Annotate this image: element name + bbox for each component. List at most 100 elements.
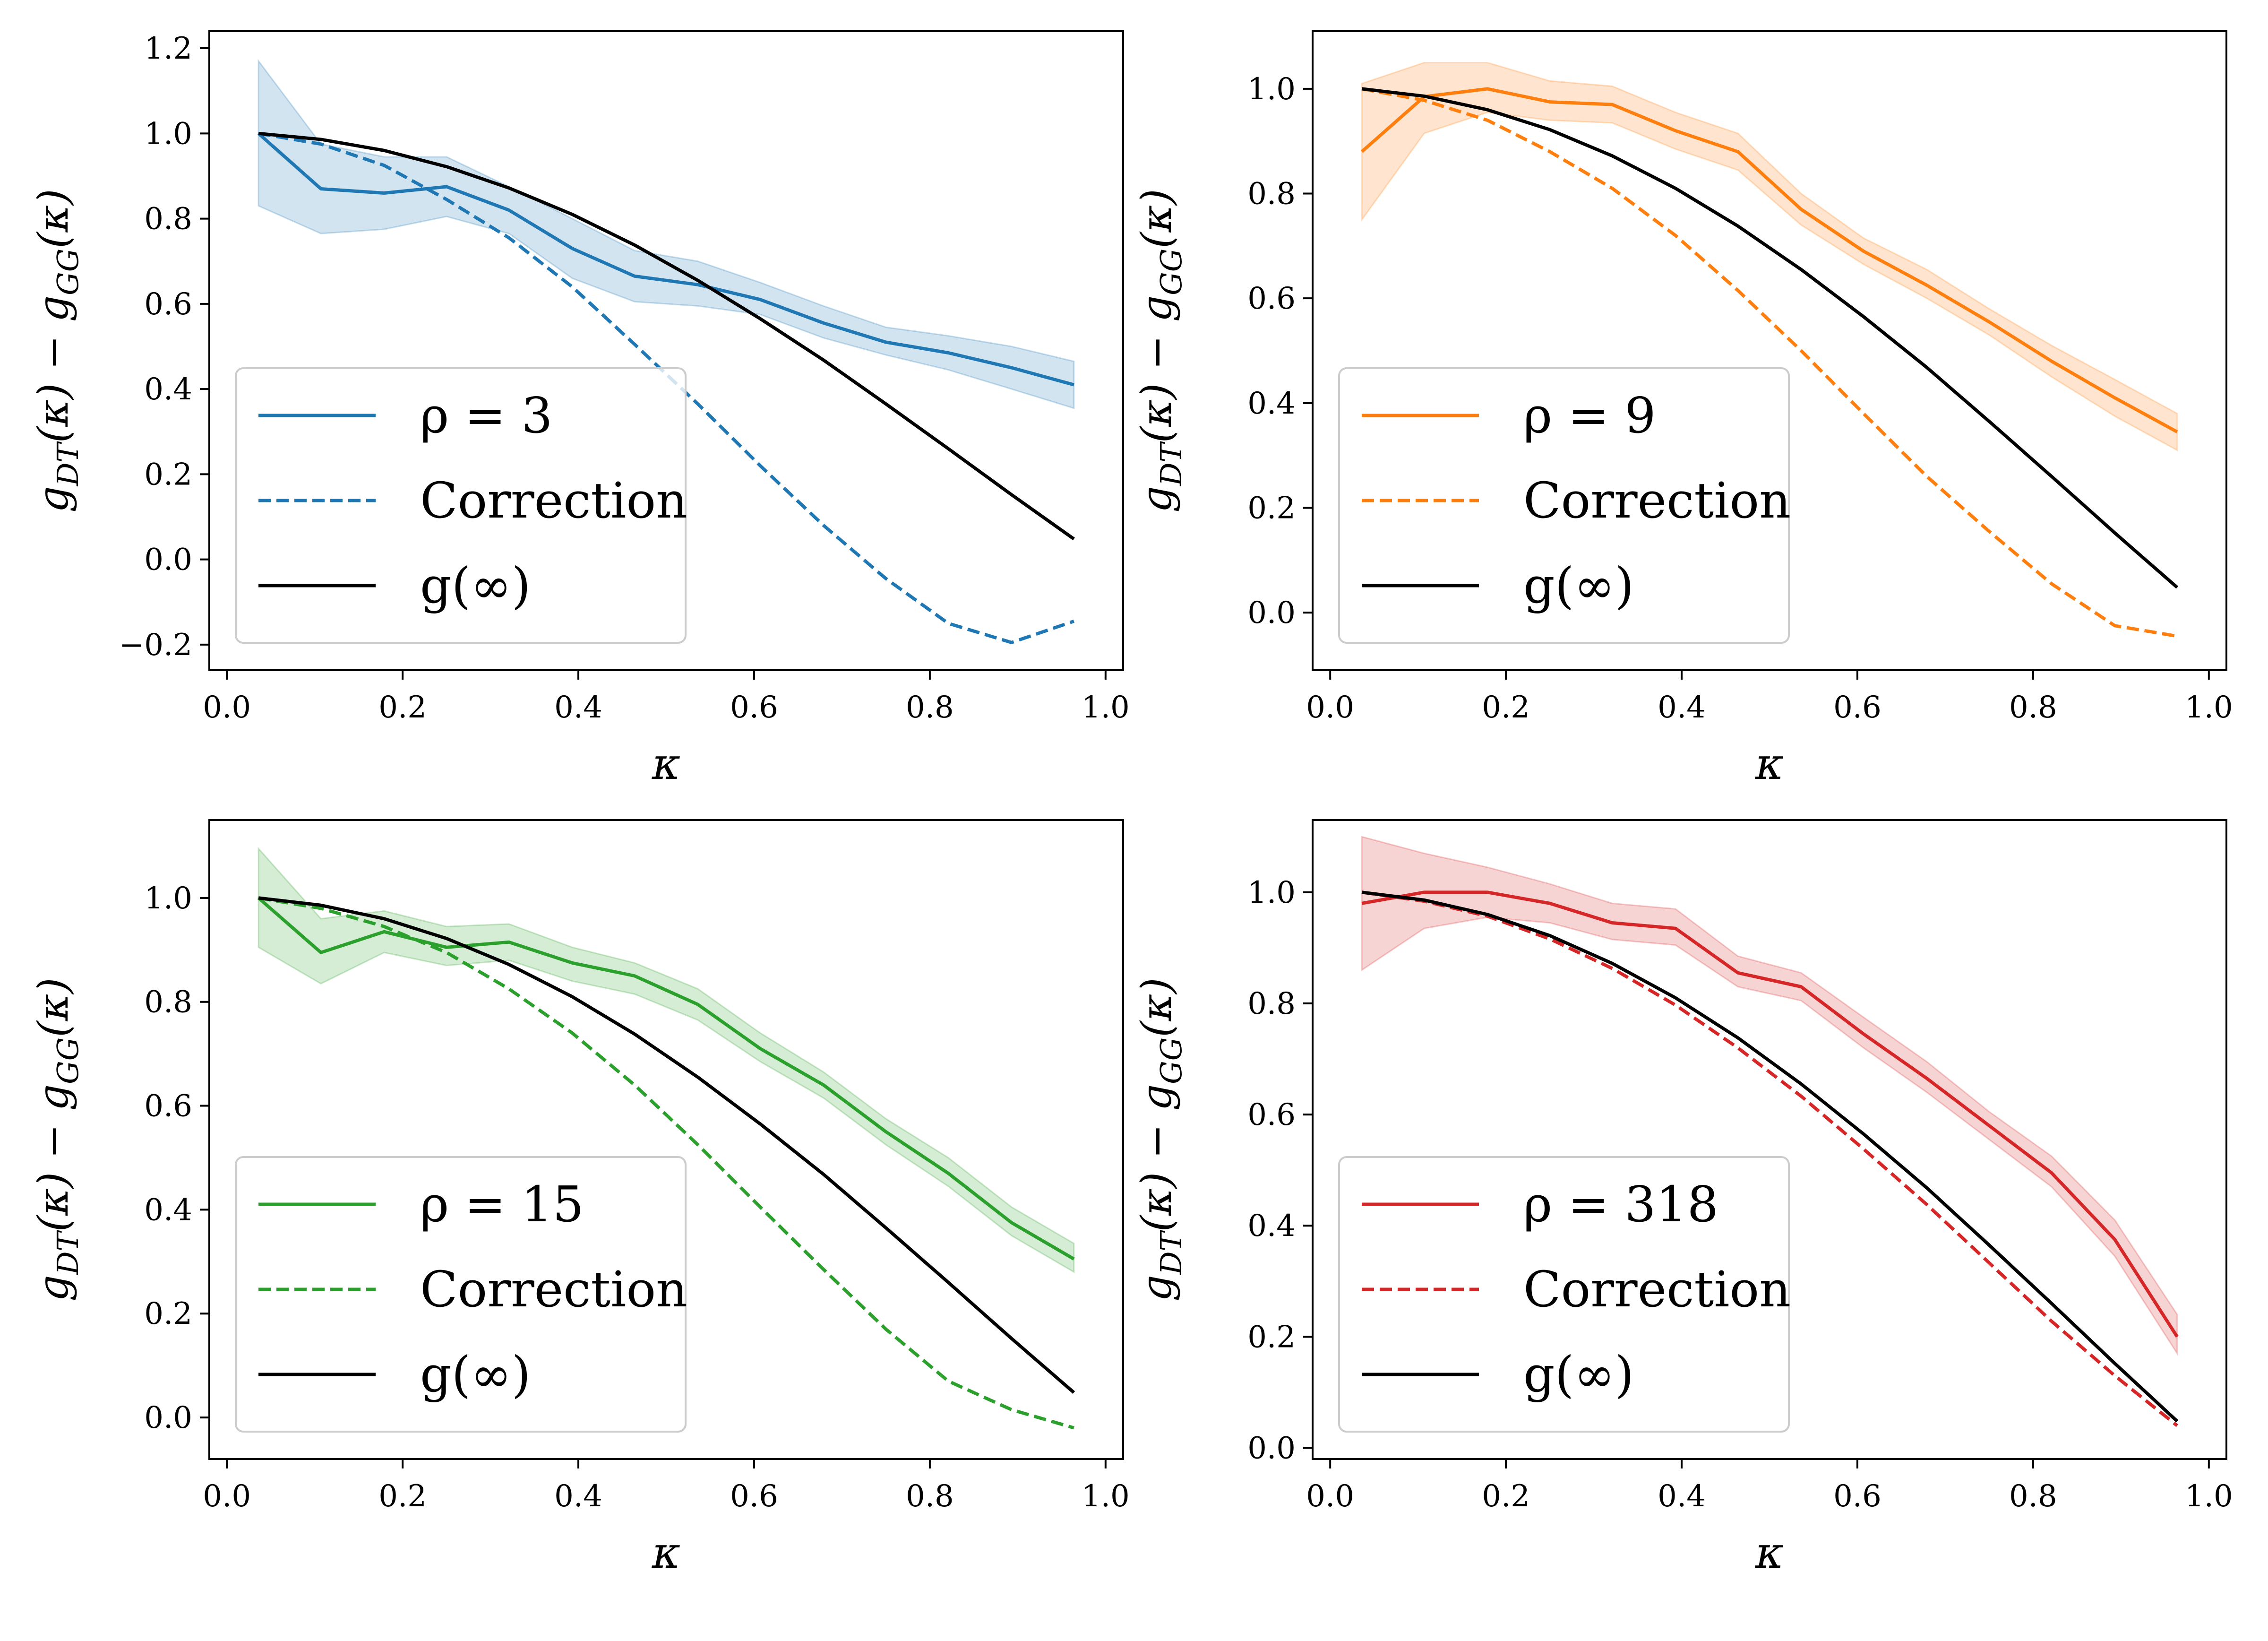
x-tick-label: 0.4	[1658, 1479, 1706, 1514]
y-tick-label: 0.4	[1247, 1209, 1296, 1244]
chart-panel-bottom-right: 0.0 0.2 0.4 0.6 0.8 1.00.00.20.40.60.81.0κgDT…	[1132, 819, 2233, 1578]
y-tick-label: 0.6	[144, 287, 192, 322]
y-axis-label-part: g	[1132, 295, 1181, 322]
x-tick-label: 0.2	[378, 690, 427, 725]
y-tick-label: 1.0	[1247, 72, 1296, 107]
chart-panel-top-right: 0.0 0.2 0.4 0.6 0.8 1.00.00.20.40.60.81.0κgDT…	[1132, 30, 2233, 789]
legend-label: g(∞)	[1523, 557, 1634, 614]
legend-label: g(∞)	[420, 557, 531, 614]
legend: ρ = 9 Correction g(∞)	[1338, 367, 1791, 644]
axes-frame	[1312, 819, 2227, 1460]
y-axis-label-part: DT	[51, 441, 85, 487]
legend-box	[1338, 1156, 1790, 1433]
legend: ρ = 15 Correction g(∞)	[235, 1156, 687, 1433]
y-tick-label: 0.6	[1247, 1097, 1296, 1132]
x-tick-label: 0.8	[2009, 1479, 2057, 1514]
y-axis-label-part: (κ)	[1132, 977, 1181, 1037]
legend-label: Correction	[1523, 472, 1791, 529]
y-axis-label: gDT(κ) − gGG(κ)	[1132, 977, 1188, 1301]
y-tick-label: 0.4	[144, 1192, 192, 1227]
series-line-correction	[258, 896, 1074, 1430]
x-tick-label: 0.8	[906, 690, 954, 725]
y-axis-label-part: (κ) −	[29, 1111, 77, 1232]
y-axis-label-part: (κ)	[29, 189, 77, 248]
x-tick-label: 0.6	[1833, 690, 1881, 725]
x-tick-label: 0.2	[378, 1479, 427, 1514]
confidence-band	[258, 59, 1075, 409]
y-axis-label-part: g	[29, 486, 77, 512]
x-tick-label: 0.2	[1482, 1479, 1530, 1514]
y-axis-label-part: g	[1132, 1275, 1181, 1301]
y-axis-label-part: g	[29, 295, 77, 322]
axes-frame	[208, 819, 1124, 1460]
legend-label: ρ = 3	[420, 387, 553, 444]
x-tick-label: 1.0	[2185, 1479, 2233, 1514]
plot-area	[257, 846, 1075, 1430]
x-tick-label: 0.8	[906, 1479, 954, 1514]
y-axis-label-part: DT	[1154, 441, 1188, 487]
series-line-rho	[1360, 87, 2178, 433]
x-tick-label: 0.2	[1482, 690, 1530, 725]
y-tick-label: 0.8	[144, 985, 192, 1020]
y-tick-label: 0.8	[1247, 177, 1296, 212]
y-axis-label-part: (κ) −	[1132, 322, 1181, 443]
confidence-band	[258, 846, 1075, 1273]
series-line-g-infinity	[258, 896, 1075, 1394]
legend-box	[1338, 367, 1790, 644]
x-tick-label: 1.0	[1082, 690, 1130, 725]
x-tick-label: 1.0	[2185, 690, 2233, 725]
y-axis-label-part: DT	[1154, 1230, 1188, 1276]
legend-label: Correction	[1523, 1261, 1791, 1318]
legend: ρ = 318 Correction g(∞)	[1338, 1156, 1791, 1433]
x-tick-label: 0.4	[1658, 690, 1706, 725]
x-axis-label: κ	[652, 1528, 680, 1578]
y-axis-label-part: GG	[51, 1037, 85, 1084]
legend-label: Correction	[420, 472, 687, 529]
series-line-rho	[1361, 890, 2179, 1338]
legend-label: ρ = 318	[1523, 1175, 1718, 1233]
y-tick-label: 0.0	[144, 543, 192, 578]
y-tick-label: −0.2	[119, 628, 192, 663]
y-tick-label: 1.0	[144, 881, 192, 916]
series-line-correction	[258, 131, 1074, 644]
series-line-g-infinity	[1361, 890, 2179, 1423]
series-line-correction	[1361, 890, 2179, 1427]
x-tick-label: 0.0	[203, 690, 251, 725]
y-axis-label-part: g	[29, 1275, 77, 1301]
x-tick-label: 0.6	[730, 1479, 778, 1514]
confidence-band	[1361, 836, 2178, 1356]
x-axis-label: κ	[1755, 1528, 1784, 1578]
y-tick-label: 0.0	[1247, 596, 1296, 630]
y-axis-label-part: GG	[1154, 1037, 1188, 1084]
legend-label: Correction	[420, 1261, 687, 1318]
legend-label: g(∞)	[1523, 1346, 1634, 1403]
x-tick-label: 0.4	[554, 1479, 602, 1514]
legend-label: ρ = 15	[420, 1175, 584, 1233]
y-tick-label: 1.0	[1247, 875, 1296, 910]
plot-area	[257, 59, 1075, 644]
y-tick-label: 0.0	[1247, 1431, 1296, 1466]
y-axis-label-part: g	[1132, 486, 1181, 512]
x-tick-label: 0.6	[730, 690, 778, 725]
x-tick-label: 0.4	[554, 690, 602, 725]
legend-box	[235, 367, 687, 644]
chart-panel-top-left: 0.0 0.2 0.4 0.6 0.8 1.0 −0.2 0.0 0.2 0.4 0.6 0.8 1.0…	[29, 30, 1130, 789]
y-tick-label: 0.4	[144, 372, 192, 407]
y-axis-label: gDT(κ) − gGG(κ)	[29, 977, 85, 1301]
y-axis-label-part: GG	[51, 249, 85, 295]
y-axis-label: gDT(κ) − gGG(κ)	[29, 189, 85, 512]
series-line-rho	[257, 132, 1074, 387]
y-axis-label-part: g	[1132, 1084, 1181, 1111]
legend-label: ρ = 9	[1523, 387, 1656, 444]
y-axis-label-part: (κ)	[1132, 189, 1181, 248]
y-tick-label: 0.2	[144, 457, 192, 492]
x-axis-label: κ	[652, 739, 680, 789]
legend-label: g(∞)	[420, 1346, 531, 1403]
chart-panel-bottom-left: 0.0 0.2 0.4 0.6 0.8 1.00.00.20.40.60.81.0κgDT…	[29, 819, 1130, 1578]
axes-frame	[208, 30, 1124, 671]
legend: ρ = 3 Correction g(∞)	[235, 367, 687, 644]
x-tick-label: 0.8	[2009, 690, 2057, 725]
axes-frame	[1312, 30, 2227, 671]
y-tick-label: 0.8	[1247, 986, 1296, 1021]
y-axis-label-part: (κ) −	[1132, 1111, 1181, 1232]
